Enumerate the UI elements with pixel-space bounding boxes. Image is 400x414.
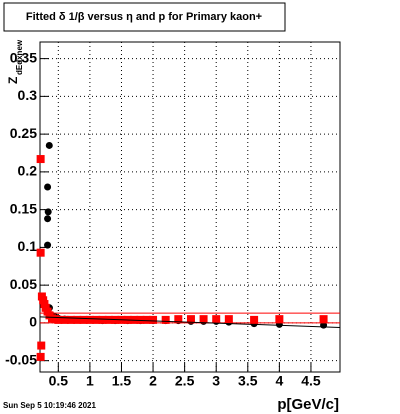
x-tick-label: 1.5 <box>112 373 132 389</box>
y-tick-label: 0.3 <box>18 87 38 103</box>
point <box>149 315 158 324</box>
title-box <box>3 2 286 32</box>
x-axis-label: p[GeV/c] <box>277 396 339 413</box>
point <box>142 315 151 324</box>
x-tick-label: 2 <box>149 373 157 389</box>
point <box>36 155 45 164</box>
point <box>92 315 101 324</box>
point <box>36 352 45 361</box>
y-label-sub: dEdxnew <box>15 39 24 75</box>
point <box>73 315 82 324</box>
point <box>319 315 328 324</box>
point <box>212 315 221 324</box>
point <box>66 315 75 324</box>
plot-frame <box>39 41 341 373</box>
point <box>161 315 170 324</box>
point <box>44 208 52 216</box>
x-tick-label: 1 <box>86 373 94 389</box>
point <box>174 315 183 324</box>
x-tick-label: 0.5 <box>49 373 69 389</box>
chart-title: Fitted δ 1/β versus η and p for Primary … <box>26 11 262 23</box>
point <box>60 315 69 324</box>
point <box>250 315 259 324</box>
point <box>36 248 45 257</box>
point <box>45 141 53 149</box>
y-tick-label: 0.35 <box>10 49 37 65</box>
point <box>104 315 113 324</box>
x-tick-label: 4 <box>275 373 283 389</box>
point <box>54 315 63 324</box>
y-tick-label: 0.25 <box>10 125 37 141</box>
y-tick-label: 0 <box>29 314 37 330</box>
y-tick-label: 0.15 <box>10 200 37 216</box>
x-tick-label: 3.5 <box>238 373 258 389</box>
point <box>79 315 88 324</box>
y-tick-label: 0.2 <box>18 163 38 179</box>
point <box>199 315 208 324</box>
point <box>136 315 145 324</box>
point <box>44 183 52 191</box>
x-tick-label: 3 <box>212 373 220 389</box>
point <box>98 315 107 324</box>
y-tick-label: 0.05 <box>10 276 37 292</box>
point <box>44 241 52 249</box>
point <box>44 215 52 223</box>
timestamp: Sun Sep 5 10:19:46 2021 <box>3 401 96 410</box>
point <box>37 341 46 350</box>
y-axis-label: Z dEdxnew <box>6 39 24 84</box>
y-tick-label: -0.05 <box>5 351 37 367</box>
y-label-main: Z <box>6 77 20 84</box>
y-tick-label: 0.1 <box>18 238 38 254</box>
point <box>224 315 233 324</box>
point <box>275 315 284 324</box>
x-tick-label: 4.5 <box>301 373 321 389</box>
fit-line <box>39 316 341 328</box>
point <box>186 315 195 324</box>
point <box>85 315 94 324</box>
x-tick-label: 2.5 <box>175 373 195 389</box>
